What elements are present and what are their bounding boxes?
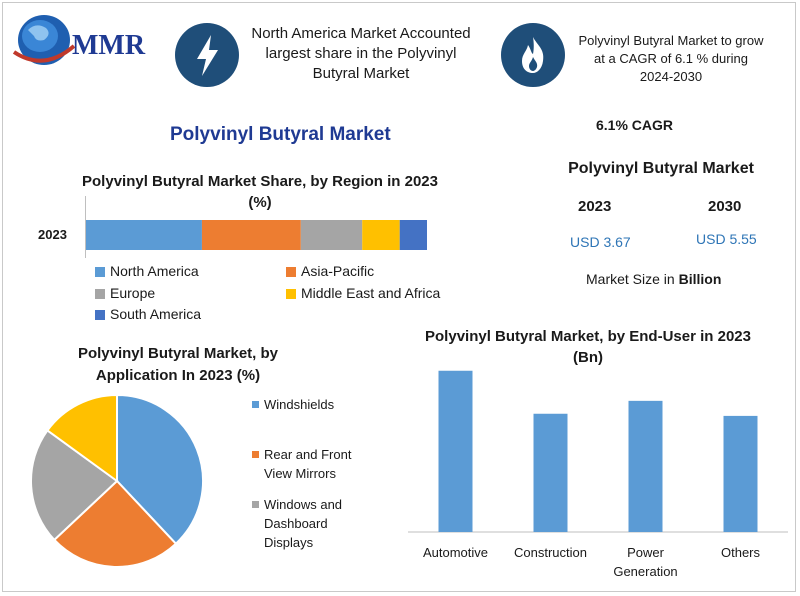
legend-mea: Middle East and Africa [286, 285, 440, 301]
logo-text: MMR [72, 30, 146, 61]
bar-construction [533, 413, 568, 532]
stacked-segment-north-america [86, 220, 202, 250]
legend-swatch [95, 289, 105, 300]
pie-slice-1 [116, 393, 204, 546]
pie-legend-windows: Windows and Dashboard Displays [252, 495, 364, 552]
globe-icon [12, 15, 76, 65]
pie-legend-windshields: Windshields [252, 395, 374, 414]
value-2030: USD 5.55 [696, 231, 757, 247]
pie-slice-4 [46, 393, 118, 483]
bar-others [723, 415, 758, 532]
year-2030: 2030 [708, 198, 742, 215]
value-2023: USD 3.67 [570, 234, 631, 250]
x-tick-label: Construction [514, 545, 587, 560]
flame-icon [522, 37, 544, 73]
pie-slice-3 [30, 429, 119, 542]
stacked-segment-europe [300, 220, 363, 250]
x-tick-label: Automotive [423, 545, 488, 560]
pie-slice-2 [52, 479, 178, 568]
cagr-label: 6.1% CAGR [596, 117, 674, 133]
unit-bold: Billion [678, 271, 722, 287]
legend-swatch [286, 267, 296, 278]
info1-badge [175, 23, 239, 87]
x-tick-label: Others [721, 545, 761, 560]
legend-swatch [252, 451, 259, 458]
legend-asia-pacific: Asia-Pacific [286, 263, 374, 279]
main-title: Polyvinyl Butyral Market [170, 124, 391, 145]
region-chart-title: Polyvinyl Butyral Market Share, by Regio… [82, 173, 438, 211]
market-size-unit: Market Size in Billion [586, 271, 721, 287]
lightning-icon [197, 35, 218, 76]
application-pie-chart [30, 393, 204, 568]
region-stacked-bar [86, 220, 427, 250]
market-size-title: Polyvinyl Butyral Market [568, 160, 754, 177]
logo: MMR [10, 10, 160, 70]
legend-swatch [95, 310, 105, 321]
bar-automotive [438, 370, 473, 532]
legend-swatch [286, 289, 296, 300]
legend-swatch [252, 501, 259, 508]
legend-swatch [95, 267, 105, 278]
enduser-chart-title: Polyvinyl Butyral Market, by End-User in… [425, 328, 751, 366]
stacked-segment-asia-pacific [201, 220, 301, 250]
application-chart-title: Polyvinyl Butyral Market, by Application… [77, 345, 279, 384]
unit-prefix: Market Size in [586, 271, 675, 287]
info1-text: North America Market Accounted largest s… [251, 25, 471, 82]
enduser-bar-chart: Automotive Construction Power Generation Oth… [408, 370, 788, 579]
year-2023: 2023 [578, 198, 612, 215]
legend-north-america: North America [95, 263, 199, 279]
stacked-segment-south-america [399, 220, 427, 250]
bar-power-generation [628, 400, 663, 532]
legend-south-america: South America [95, 306, 201, 322]
info2-text: Polyvinyl Butyral Market to grow at a CA… [578, 33, 764, 84]
region-category-label: 2023 [38, 227, 67, 242]
region-axis-line [85, 196, 86, 258]
pie-legend-mirrors: Rear and Front View Mirrors [252, 445, 376, 483]
x-tick-label: Power [627, 545, 665, 560]
stacked-segment-middle-east-and-africa [362, 220, 400, 250]
info2-badge [501, 23, 565, 87]
legend-europe: Europe [95, 285, 155, 301]
legend-swatch [252, 401, 259, 408]
x-tick-label: Generation [613, 564, 677, 579]
